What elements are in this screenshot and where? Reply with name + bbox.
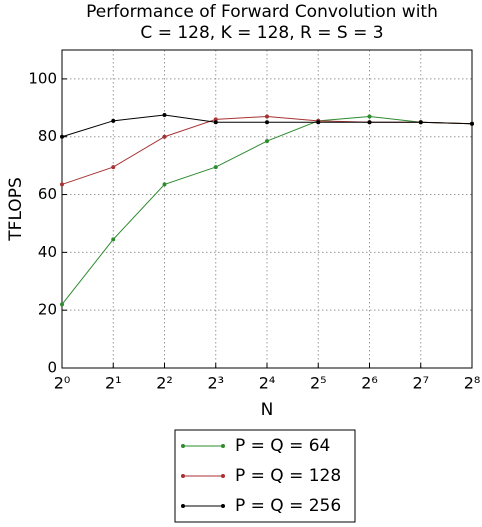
point [367, 114, 372, 119]
point [265, 139, 269, 144]
point [213, 120, 218, 125]
point [316, 120, 321, 125]
point [162, 113, 167, 118]
x-tick-label: 2⁵ [310, 374, 327, 393]
point [111, 165, 116, 170]
point [111, 118, 116, 123]
y-tick-label: 0 [47, 359, 57, 377]
x-tick-label: 2⁸ [464, 374, 481, 393]
legend-marker [181, 444, 185, 448]
legend-label: P = Q = 64 [235, 436, 330, 456]
x-tick-label: 2⁰ [54, 374, 71, 393]
x-tick-label: 2⁷ [412, 374, 429, 393]
y-tick-label: 80 [38, 127, 57, 145]
point [162, 134, 167, 139]
y-axis-label: TFLOPS [6, 177, 26, 241]
plot-frame [61, 49, 473, 369]
x-tick-label: 2¹ [105, 374, 122, 393]
point [418, 120, 423, 125]
point [265, 114, 269, 119]
legend-label: P = Q = 256 [235, 496, 341, 516]
x-tick-label: 2⁴ [259, 374, 276, 393]
point [213, 117, 218, 122]
point [213, 165, 218, 170]
legend-marker [221, 474, 225, 478]
y-tick-label: 40 [38, 243, 57, 261]
point [60, 302, 64, 307]
y-tick-label: 60 [38, 185, 57, 203]
point [367, 120, 372, 125]
legend-label: P = Q = 128 [235, 466, 341, 486]
point [470, 121, 474, 126]
point [60, 134, 64, 139]
x-axis-label: N [261, 400, 274, 420]
chart-title: Performance of Forward Convolution with [86, 2, 438, 22]
y-tick-label: 100 [28, 69, 57, 87]
legend-marker [181, 504, 185, 508]
point [265, 120, 269, 125]
point [111, 237, 116, 242]
point [60, 182, 64, 187]
chart-title: C = 128, K = 128, R = S = 3 [140, 23, 383, 43]
legend-marker [221, 504, 225, 508]
y-tick-label: 20 [38, 301, 57, 319]
x-tick-label: 2⁶ [361, 374, 378, 393]
x-tick-label: 2³ [207, 374, 224, 393]
legend-marker [181, 474, 185, 478]
x-tick-label: 2² [156, 374, 173, 393]
legend-marker [221, 444, 225, 448]
point [162, 182, 167, 187]
